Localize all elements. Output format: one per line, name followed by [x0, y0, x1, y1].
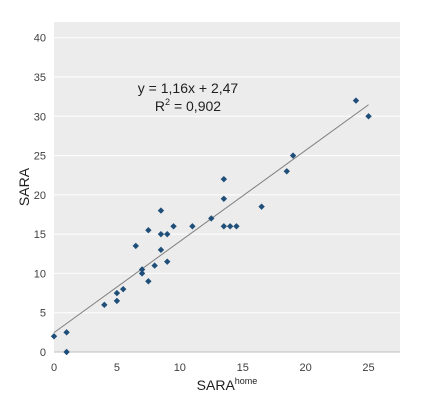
data-point	[157, 246, 165, 254]
data-point	[157, 207, 165, 214]
x-tick-label: 5	[114, 362, 120, 374]
y-tick-label: 30	[34, 111, 46, 123]
data-point	[220, 223, 228, 230]
data-point	[132, 242, 139, 250]
plot-area	[54, 22, 400, 352]
x-tick-label: 20	[300, 362, 312, 374]
y-tick-label: 20	[34, 190, 46, 202]
y-tick-label: 40	[34, 33, 46, 45]
y-tick-label: 25	[34, 151, 46, 163]
y-tick-label: 35	[34, 72, 46, 84]
data-point	[138, 270, 146, 277]
data-point	[258, 203, 265, 210]
data-point	[145, 227, 152, 234]
data-point	[220, 195, 228, 202]
data-point	[151, 262, 158, 269]
r-squared-superscript: 2	[165, 97, 170, 107]
x-tick-label: 0	[51, 362, 57, 374]
y-tick-label: 0	[40, 347, 46, 359]
x-tick-label: 25	[362, 362, 374, 374]
data-point	[138, 266, 146, 273]
r-squared-value: = 0,902	[170, 98, 221, 114]
y-tick-label: 10	[34, 268, 46, 280]
data-point	[365, 113, 372, 120]
data-point	[170, 223, 177, 230]
data-point	[50, 333, 58, 340]
data-point	[63, 348, 70, 356]
x-axis-label: SARAhome	[197, 376, 258, 393]
r-squared-prefix: R	[155, 98, 165, 114]
data-point	[289, 152, 297, 159]
data-point	[113, 289, 121, 297]
data-point	[226, 223, 234, 230]
trendline-equation: y = 1,16x + 2,47	[138, 80, 239, 96]
data-point	[145, 278, 152, 285]
data-point	[157, 230, 165, 238]
data-point	[164, 258, 171, 265]
tick-labels: 0 5 10 15 20 25 30 35 40 0 5 10 15 20 25	[34, 33, 375, 374]
data-point	[164, 230, 171, 238]
data-point	[283, 168, 290, 175]
data-point	[352, 97, 360, 104]
data-point	[101, 301, 108, 309]
data-point	[63, 329, 70, 336]
gridlines	[54, 37, 400, 353]
data-point	[113, 297, 121, 305]
data-point	[220, 175, 228, 183]
x-axis-label-main: SARA	[197, 377, 236, 393]
r-squared-label: R2 = 0,902	[155, 97, 221, 114]
data-point	[233, 223, 240, 230]
data-point	[120, 285, 127, 293]
data-points	[50, 97, 372, 356]
x-tick-label: 10	[174, 362, 186, 374]
x-axis-label-superscript: home	[235, 376, 258, 386]
data-point	[208, 215, 215, 222]
y-tick-label: 15	[34, 229, 46, 241]
x-tick-label: 15	[237, 362, 249, 374]
data-point	[189, 223, 196, 230]
y-axis-label: SARA	[16, 167, 32, 206]
y-tick-label: 5	[40, 308, 46, 320]
